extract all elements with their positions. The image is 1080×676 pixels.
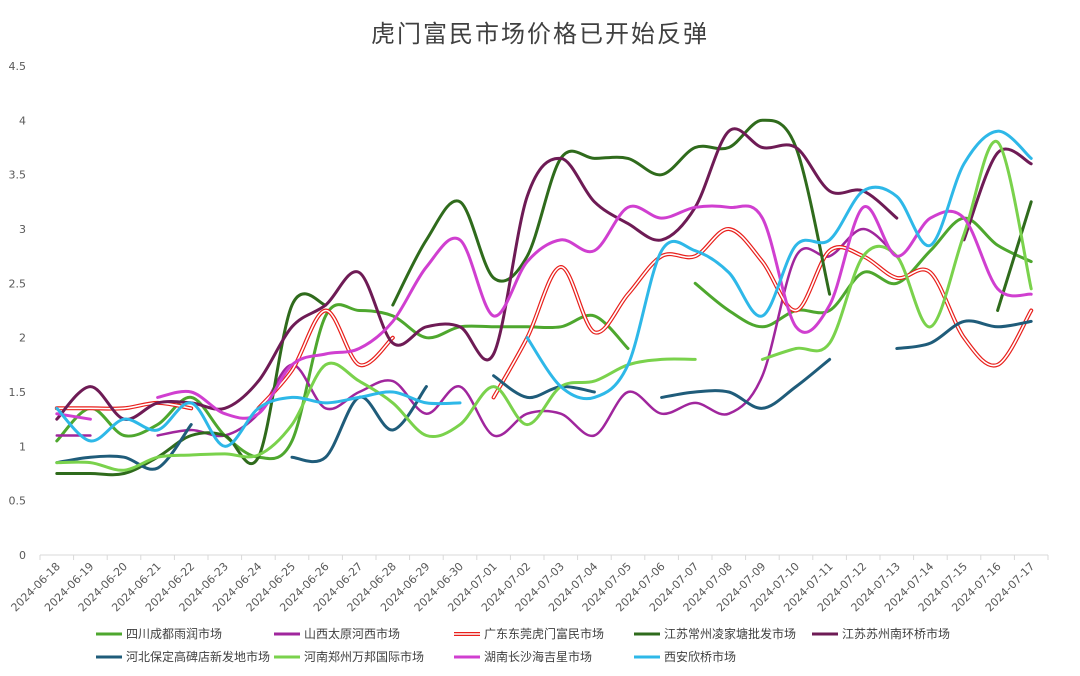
series-segment [391,118,832,307]
y-axis: 0 0.5 1 1.5 2 2.5 3 3.5 4 4.5 [9,60,27,562]
legend-item-7: 河南郑州万邦国际市场 [274,649,424,664]
y-tick-label: 1 [19,440,26,453]
y-tick-label: 2 [19,332,26,345]
legend: 四川成都雨润市场 山西太原河西市场 广东东莞虎门富民市场 江苏常州凌家塘批发市场 江苏苏… [96,626,950,664]
series-segment [156,227,899,438]
legend-item-1: 四川成都雨润市场 [96,626,222,641]
series-segment [55,292,328,477]
series-segment [996,200,1033,312]
series-segment [55,357,697,472]
legend-label: 湖南长沙海吉星市场 [484,649,592,664]
x-axis: 2024-06-182024-06-192024-06-202024-06-21… [9,554,1049,614]
series-line-7 [55,140,1033,472]
series-segment [693,216,1033,329]
series-segment [55,303,630,461]
series-segment-inner [56,402,192,410]
legend-label: 四川成都雨润市场 [126,626,222,641]
y-tick-label: 4.5 [9,60,27,73]
legend-label: 西安欣桥市场 [664,649,736,664]
legend-label: 江苏苏州南环桥市场 [842,626,950,641]
legend-label: 河南郑州万邦国际市场 [304,649,424,664]
series-layer [54,118,1034,477]
series-segment [55,127,899,421]
series-line-6 [55,319,1033,471]
series-segment [760,140,1033,361]
series-segment [525,129,1033,401]
legend-label: 河北保定高碑店新发地市场 [126,649,270,664]
y-tick-label: 0.5 [9,495,27,508]
legend-item-8: 湖南长沙海吉星市场 [454,649,592,664]
series-line-5 [55,127,1033,421]
legend-item-9: 西安欣桥市场 [634,649,736,664]
series-segment [492,374,596,399]
series-line-8 [55,204,1033,421]
legend-label: 广东东莞虎门富民市场 [484,626,604,641]
legend-label: 山西太原河西市场 [304,626,400,641]
series-segment [895,319,1033,351]
legend-item-6: 河北保定高碑店新发地市场 [96,649,270,664]
series-line-2 [55,227,899,438]
series-segment-inner [492,228,1032,399]
legend-item-5: 江苏苏州南环桥市场 [812,626,950,641]
series-line-9 [55,129,1033,448]
y-tick-label: 0 [19,549,26,562]
legend-item-3: 广东东莞虎门富民市场 [454,626,604,641]
series-segment [156,204,1033,420]
series-segment [962,147,1033,242]
series-segment [55,412,92,421]
series-line-1 [55,216,1033,461]
series-segment-inner [257,309,394,410]
y-tick-label: 4 [19,114,26,127]
series-line-3 [54,227,1034,411]
y-tick-label: 2.5 [9,277,27,290]
legend-item-2: 山西太原河西市场 [274,626,400,641]
legend-label: 江苏常州凌家塘批发市场 [664,626,796,641]
y-tick-label: 3.5 [9,169,27,182]
series-segment [660,357,832,410]
series-segment-outer [491,227,1034,400]
chart-title: 虎门富民市场价格已开始反弹 [371,20,709,48]
legend-item-4: 江苏常州凌家塘批发市场 [634,626,796,641]
y-tick-label: 1.5 [9,386,27,399]
series-segment [55,423,193,471]
series-segment [55,390,462,448]
y-tick-label: 3 [19,223,26,236]
